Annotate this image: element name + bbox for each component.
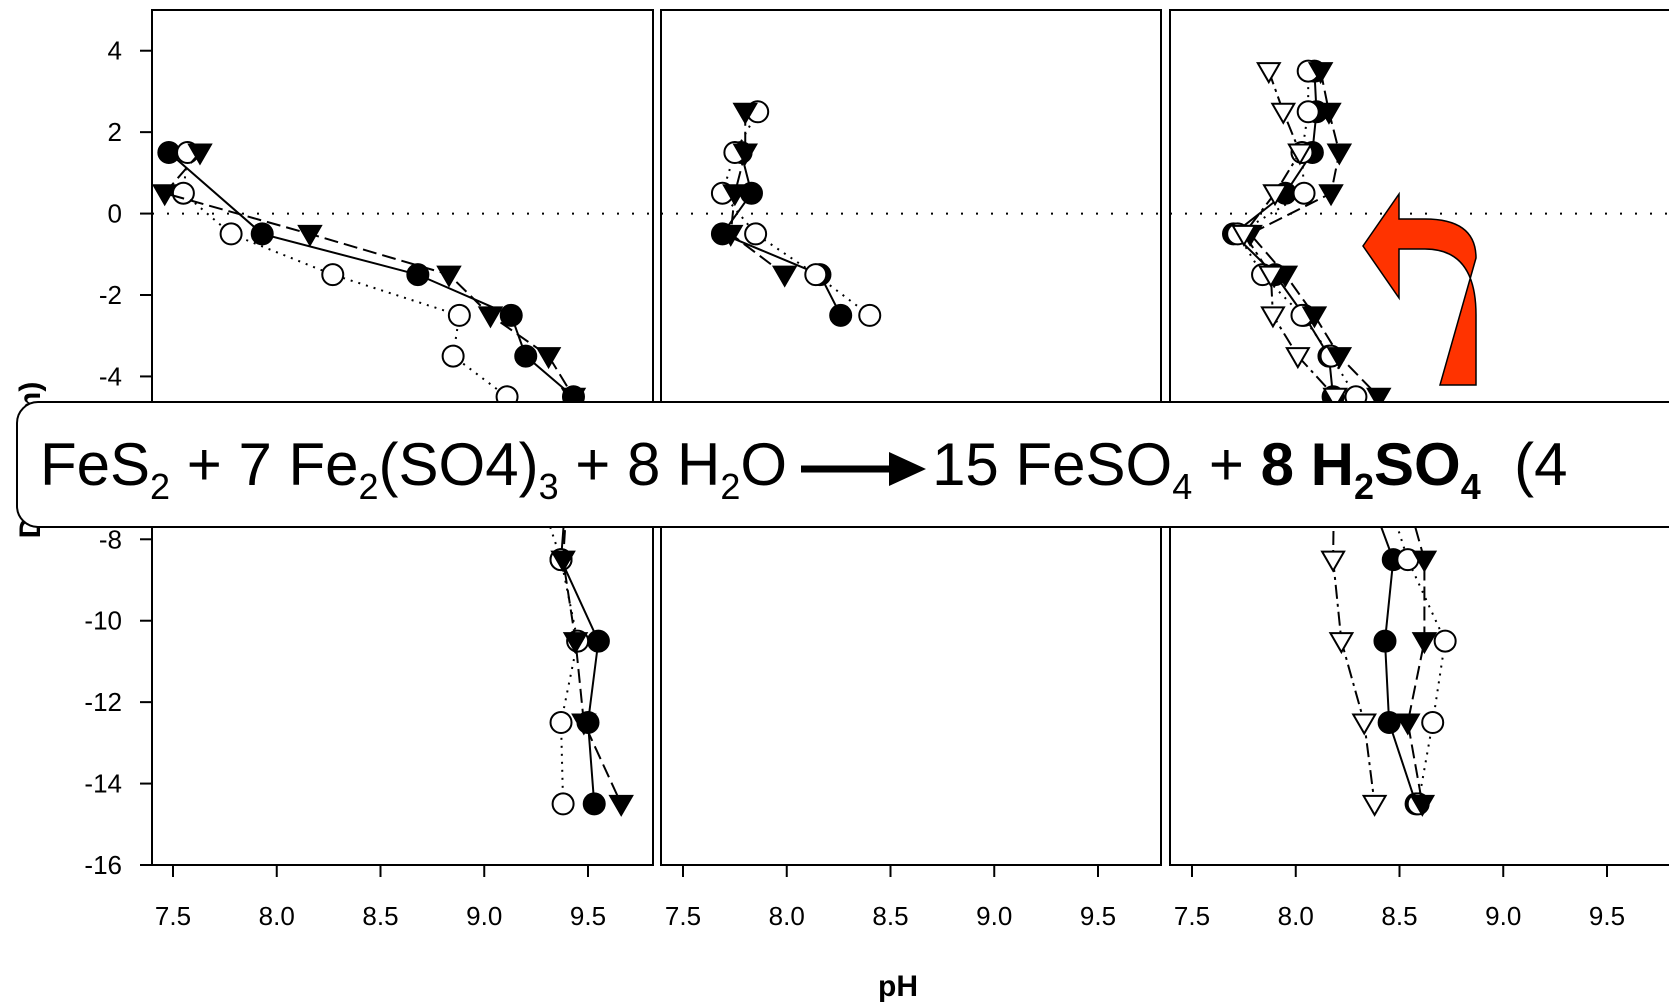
x-tick-label: 9.5 <box>1080 901 1116 931</box>
x-tick-label: 8.5 <box>1381 901 1417 931</box>
data-point <box>1422 712 1443 733</box>
y-tick-label: -8 <box>99 524 122 554</box>
data-point <box>859 305 880 326</box>
eq-term: 15 FeSO <box>932 431 1172 498</box>
data-point <box>805 264 826 285</box>
y-tick-label: -4 <box>99 361 122 391</box>
red-curved-arrow <box>1363 194 1476 385</box>
y-tick-label: -12 <box>84 687 122 717</box>
x-tick-label: 8.0 <box>259 901 295 931</box>
data-point <box>588 631 609 652</box>
data-point <box>553 793 574 814</box>
data-point <box>538 348 560 367</box>
data-point <box>221 223 242 244</box>
y-tick-label: -16 <box>84 850 122 880</box>
x-tick-label: 7.5 <box>1174 901 1210 931</box>
data-point <box>1328 145 1350 164</box>
eq-subscript: 2 <box>720 466 740 507</box>
eq-term: FeS <box>40 431 150 498</box>
x-tick-label: 9.5 <box>1589 901 1625 931</box>
data-point <box>1374 631 1395 652</box>
y-tick-label: 4 <box>108 36 122 66</box>
data-point <box>322 264 343 285</box>
equation-box: FeS2 + 7 Fe2(SO4)3 + 8 H2O 15 FeSO4 + 8 H… <box>16 401 1669 528</box>
data-point <box>1435 631 1456 652</box>
data-point <box>515 346 536 367</box>
data-point <box>443 346 464 367</box>
x-axis-title: pH <box>878 970 918 1003</box>
x-tick-label: 9.0 <box>466 901 502 931</box>
x-tick-label: 9.5 <box>570 901 606 931</box>
x-tick-label: 8.0 <box>769 901 805 931</box>
chemical-equation: FeS2 + 7 Fe2(SO4)3 + 8 H2O 15 FeSO4 + 8 H… <box>40 415 1567 515</box>
data-point <box>1294 183 1315 204</box>
eq-term: + 7 Fe <box>170 431 358 498</box>
data-point <box>774 267 796 286</box>
x-tick-label: 9.0 <box>1485 901 1521 931</box>
data-point <box>1353 715 1375 734</box>
x-tick-label: 7.5 <box>665 901 701 931</box>
data-point <box>1364 796 1386 815</box>
y-tick-label: 2 <box>108 117 122 147</box>
data-point <box>1298 101 1319 122</box>
data-point <box>479 307 501 326</box>
reaction-arrow-icon <box>801 449 926 489</box>
data-point <box>1322 552 1344 571</box>
eq-subscript: 2 <box>359 466 379 507</box>
data-point <box>449 305 470 326</box>
y-tick-label: -14 <box>84 769 122 799</box>
data-point <box>501 305 522 326</box>
y-tick-label: -2 <box>99 280 122 310</box>
eq-term: + <box>1192 431 1260 498</box>
eq-term: (4 <box>1481 431 1568 498</box>
series-line-1 <box>722 153 840 316</box>
eq-subscript: 3 <box>539 466 559 507</box>
data-point <box>610 796 632 815</box>
data-point <box>551 712 572 733</box>
data-point <box>1258 63 1280 82</box>
eq-term-bold: SO <box>1374 431 1461 498</box>
eq-term: (SO4) <box>379 431 539 498</box>
y-tick-label: 0 <box>108 199 122 229</box>
eq-term-bold: 8 H <box>1261 431 1354 498</box>
x-tick-label: 9.0 <box>976 901 1012 931</box>
eq-subscript: 2 <box>1354 466 1374 507</box>
data-point <box>1320 185 1342 204</box>
x-tick-label: 8.5 <box>362 901 398 931</box>
y-tick-label: -10 <box>84 606 122 636</box>
data-point <box>1330 633 1352 652</box>
data-point <box>1262 307 1284 326</box>
x-tick-label: 7.5 <box>155 901 191 931</box>
eq-term: O <box>740 431 787 498</box>
eq-subscript: 4 <box>1172 466 1192 507</box>
data-point <box>584 793 605 814</box>
data-point <box>745 223 766 244</box>
eq-subscript: 4 <box>1461 466 1481 507</box>
data-point <box>252 223 273 244</box>
eq-term: + 8 H <box>559 431 721 498</box>
data-point <box>1413 633 1435 652</box>
x-tick-label: 8.5 <box>872 901 908 931</box>
eq-subscript: 2 <box>150 466 170 507</box>
x-tick-label: 8.0 <box>1278 901 1314 931</box>
data-point <box>1272 104 1294 123</box>
data-point <box>830 305 851 326</box>
